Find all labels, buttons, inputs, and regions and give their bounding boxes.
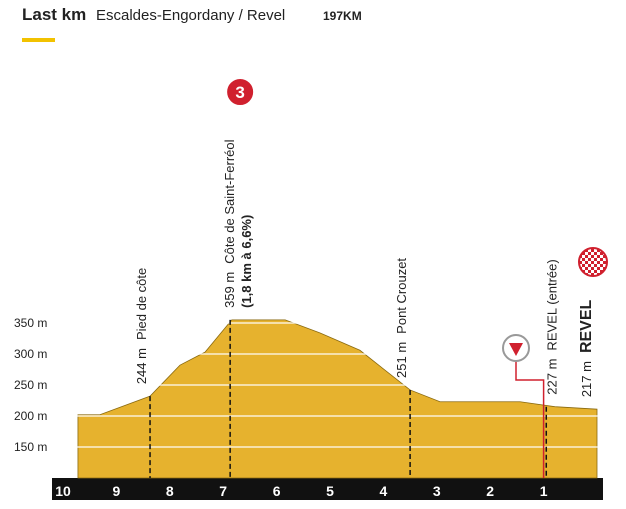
climb-category-icon bbox=[225, 77, 256, 107]
annotation-elevation: 251 m bbox=[394, 342, 409, 378]
annotation-label: 244 m Pied de côte bbox=[134, 268, 149, 384]
x-tick-label: 6 bbox=[273, 483, 281, 499]
annotation-label: 251 m Pont Crouzet bbox=[394, 258, 409, 378]
distance: 197KM bbox=[323, 9, 362, 23]
km-bar bbox=[52, 478, 603, 500]
x-tick-label: 4 bbox=[380, 483, 388, 499]
annotation-elevation: 217 m bbox=[579, 361, 594, 397]
flamme-rouge-line bbox=[515, 356, 545, 478]
x-tick-label: 8 bbox=[166, 483, 174, 499]
annotation-elevation: 359 m bbox=[222, 272, 237, 308]
x-tick-label: 5 bbox=[326, 483, 334, 499]
x-tick-label: 3 bbox=[433, 483, 441, 499]
annotation-name: Côte de Saint-Ferréol bbox=[222, 139, 237, 263]
annotation-name: Pied de côte bbox=[134, 268, 149, 340]
annotation-name: Pont Crouzet bbox=[394, 258, 409, 334]
y-tick-label: 150 m bbox=[14, 440, 47, 454]
annotation-label: 359 m Côte de Saint-Ferréol bbox=[222, 139, 237, 308]
climb-category: 3 bbox=[235, 83, 244, 102]
annotation-name: REVEL (entrée) bbox=[544, 259, 559, 350]
x-tick-label: 1 bbox=[540, 483, 548, 499]
annotation-elevation: 227 m bbox=[544, 359, 559, 395]
annotation-label: 227 m REVEL (entrée) bbox=[544, 259, 559, 394]
y-tick-label: 350 m bbox=[14, 316, 47, 330]
finish-icon bbox=[578, 247, 608, 277]
x-tick-label: 10 bbox=[55, 483, 71, 499]
chart-subtitle: Escaldes-Engordany / Revel bbox=[96, 7, 285, 24]
title-underline bbox=[22, 38, 55, 42]
x-tick-label: 2 bbox=[486, 483, 494, 499]
y-tick-label: 300 m bbox=[14, 347, 47, 361]
annotation-detail: (1,8 km à 6,6%) bbox=[239, 215, 254, 308]
annotation-elevation: 244 m bbox=[134, 348, 149, 384]
y-tick-label: 250 m bbox=[14, 378, 47, 392]
x-tick-label: 7 bbox=[219, 483, 227, 499]
elevation-area bbox=[77, 319, 598, 479]
x-tick-label: 9 bbox=[113, 483, 121, 499]
annotation-label: 217 m REVEL bbox=[578, 299, 595, 397]
y-tick-label: 200 m bbox=[14, 409, 47, 423]
chart-title: Last km bbox=[22, 5, 86, 24]
flamme-rouge-triangle bbox=[509, 343, 523, 356]
annotation-name: REVEL bbox=[578, 299, 595, 353]
